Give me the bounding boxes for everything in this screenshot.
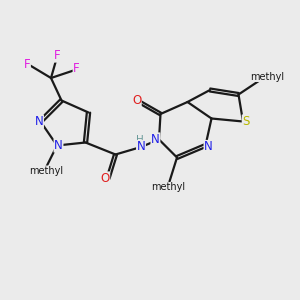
Text: methyl: methyl xyxy=(151,182,185,193)
Text: methyl: methyl xyxy=(29,166,64,176)
Text: O: O xyxy=(132,94,141,107)
Text: F: F xyxy=(73,62,80,76)
Text: H: H xyxy=(136,135,143,146)
Text: methyl: methyl xyxy=(250,71,284,82)
Text: N: N xyxy=(151,133,160,146)
Text: N: N xyxy=(136,140,146,154)
Text: N: N xyxy=(54,139,63,152)
Text: N: N xyxy=(204,140,213,154)
Text: O: O xyxy=(100,172,109,185)
Text: S: S xyxy=(242,115,250,128)
Text: F: F xyxy=(54,49,60,62)
Text: F: F xyxy=(24,58,30,71)
Text: N: N xyxy=(34,115,43,128)
